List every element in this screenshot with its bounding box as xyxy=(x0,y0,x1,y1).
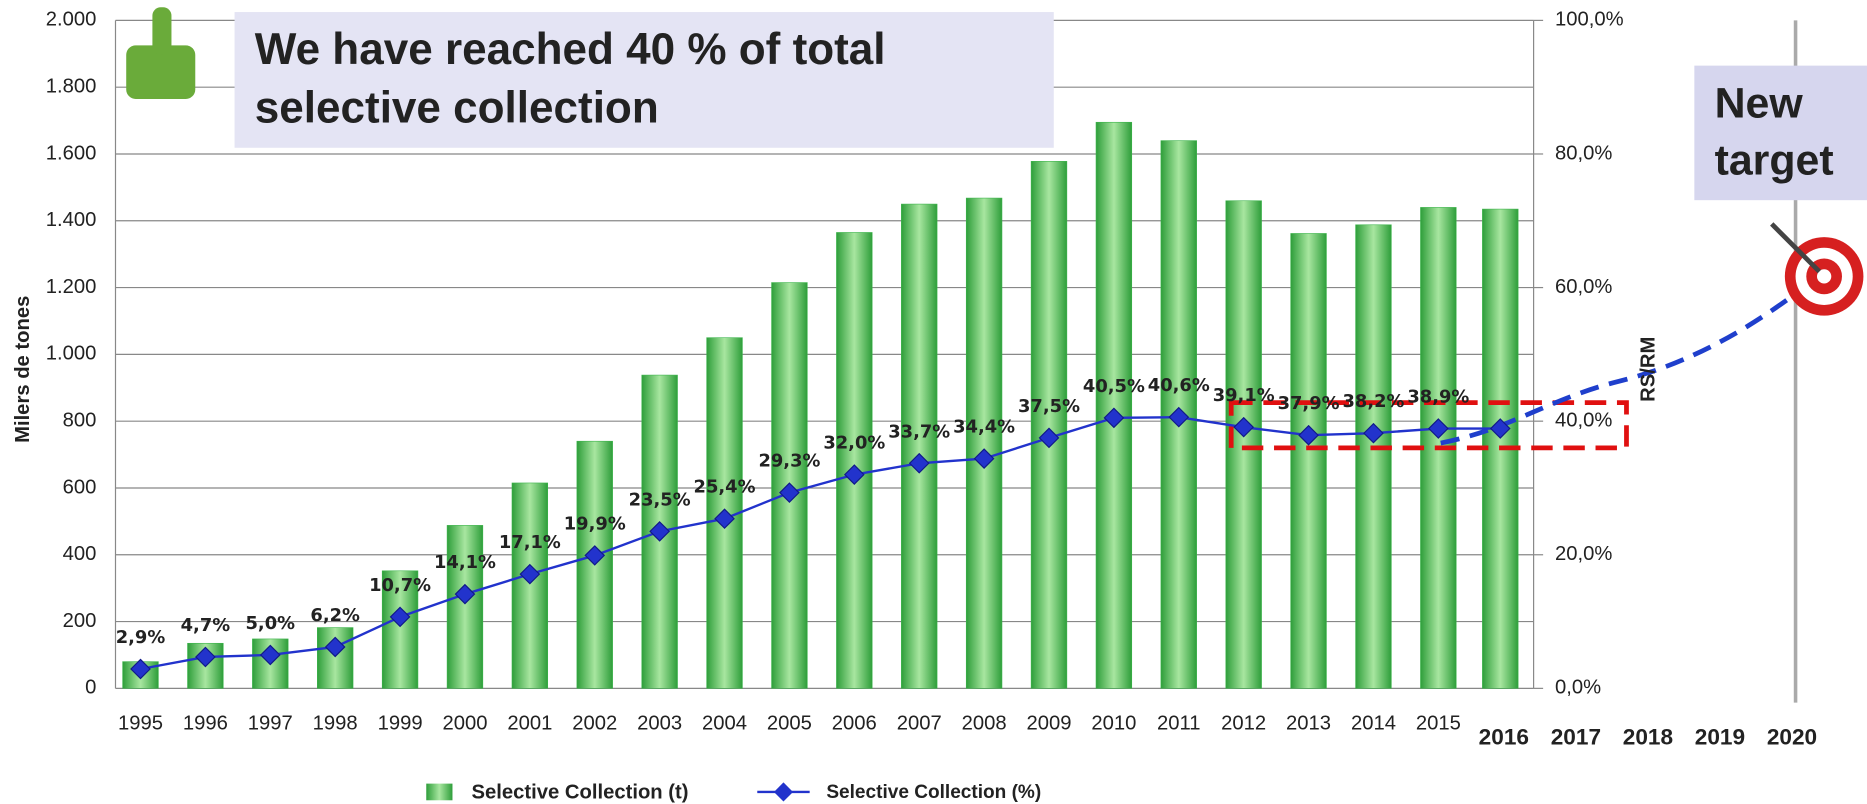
y-tick-label: 1.200 xyxy=(46,276,97,298)
x-tick-label: 2010 xyxy=(1091,712,1136,734)
x-tick-label: 2004 xyxy=(702,712,747,734)
data-label: 37,9% xyxy=(1278,393,1340,414)
data-label: 38,2% xyxy=(1342,391,1404,412)
x-tick-label: 2014 xyxy=(1351,712,1396,734)
headline: We have reached 40 % of total xyxy=(255,25,886,74)
bar xyxy=(836,232,872,688)
y-axis-label: Milers de tones xyxy=(12,296,34,443)
data-label: 37,5% xyxy=(1018,396,1080,417)
data-label: 32,0% xyxy=(823,433,885,454)
data-label: 33,7% xyxy=(888,421,950,442)
data-label: 6,2% xyxy=(310,605,360,626)
data-label: 4,7% xyxy=(181,615,231,636)
y2-tick-label: 80,0% xyxy=(1555,142,1612,164)
y-tick-label: 600 xyxy=(63,476,97,498)
data-label: 2,9% xyxy=(116,627,166,648)
bar xyxy=(1031,161,1067,688)
bar xyxy=(966,198,1002,688)
y-tick-label: 400 xyxy=(63,543,97,565)
bar xyxy=(1356,225,1392,689)
y2-axis-label: RS/RM xyxy=(1637,337,1659,402)
chart: 0 200 400 600 800 1.000 1.200 1.400 1.600 1.800 2.… xyxy=(0,0,1867,804)
data-label: 39,1% xyxy=(1213,385,1275,406)
y-tick-label: 1.400 xyxy=(46,209,97,231)
data-label: 25,4% xyxy=(694,477,756,498)
x-tick-label: 2017 xyxy=(1551,724,1601,749)
y-tick-label: 2.000 xyxy=(46,9,97,31)
y2-tick-label: 40,0% xyxy=(1555,410,1612,432)
data-label: 34,4% xyxy=(953,417,1015,438)
legend-label: Selective Collection (%) xyxy=(826,782,1041,803)
data-label: 10,7% xyxy=(369,575,431,596)
bar xyxy=(901,204,937,688)
data-label: 14,1% xyxy=(434,552,496,573)
thumbs-up-icon xyxy=(126,7,195,99)
y2-tick-label: 20,0% xyxy=(1555,543,1612,565)
x-tick-label: 2002 xyxy=(572,712,617,734)
x-tick-label: 2003 xyxy=(637,712,682,734)
headline: selective collection xyxy=(255,84,659,133)
callout: New xyxy=(1715,79,1804,127)
y-tick-label: 200 xyxy=(63,610,97,632)
x-tick-label: 2015 xyxy=(1416,712,1461,734)
data-label: 17,1% xyxy=(499,532,561,553)
bar xyxy=(512,483,548,688)
x-tick-label: 2009 xyxy=(1026,712,1071,734)
x-tick-label: 2000 xyxy=(442,712,487,734)
legend-label: Selective Collection (t) xyxy=(472,781,689,803)
bar xyxy=(447,525,483,688)
x-tick-label: 2011 xyxy=(1157,712,1201,734)
x-tick-label: 2019 xyxy=(1695,724,1745,749)
x-tick-label: 2020 xyxy=(1767,724,1817,749)
y-tick-label: 1.600 xyxy=(46,142,97,164)
data-label: 5,0% xyxy=(246,613,296,634)
y-tick-label: 0 xyxy=(85,677,96,699)
y2-tick-label: 60,0% xyxy=(1555,276,1612,298)
y2-tick-label: 100,0% xyxy=(1555,9,1624,31)
x-tick-label: 2012 xyxy=(1221,712,1266,734)
data-label: 29,3% xyxy=(758,451,820,472)
legend-swatch xyxy=(774,782,793,801)
x-tick-label: 2006 xyxy=(832,712,877,734)
callout: target xyxy=(1715,137,1834,185)
x-tick-label: 1995 xyxy=(118,712,163,734)
x-tick-label: 1996 xyxy=(183,712,228,734)
legend-swatch xyxy=(426,784,452,801)
data-label: 23,5% xyxy=(629,489,691,510)
y-tick-label: 1.000 xyxy=(46,343,97,365)
x-tick-label: 2005 xyxy=(767,712,812,734)
y2-tick-label: 0,0% xyxy=(1555,677,1601,699)
y-tick-label: 800 xyxy=(63,410,97,432)
data-label: 40,5% xyxy=(1083,376,1145,397)
x-tick-label: 2007 xyxy=(897,712,942,734)
x-tick-label: 2008 xyxy=(962,712,1007,734)
bar xyxy=(1291,233,1327,688)
data-label: 40,6% xyxy=(1148,375,1210,396)
y-tick-label: 1.800 xyxy=(46,76,97,98)
data-label: 19,9% xyxy=(564,513,626,534)
data-label: 38,9% xyxy=(1407,387,1469,408)
x-tick-label: 2013 xyxy=(1286,712,1331,734)
x-tick-label: 1998 xyxy=(313,712,358,734)
x-tick-label: 2018 xyxy=(1623,724,1673,749)
x-tick-label: 2016 xyxy=(1479,724,1529,749)
x-tick-label: 1997 xyxy=(248,712,293,734)
x-tick-label: 2001 xyxy=(507,712,552,734)
bar xyxy=(1096,122,1132,688)
x-tick-label: 1999 xyxy=(378,712,423,734)
